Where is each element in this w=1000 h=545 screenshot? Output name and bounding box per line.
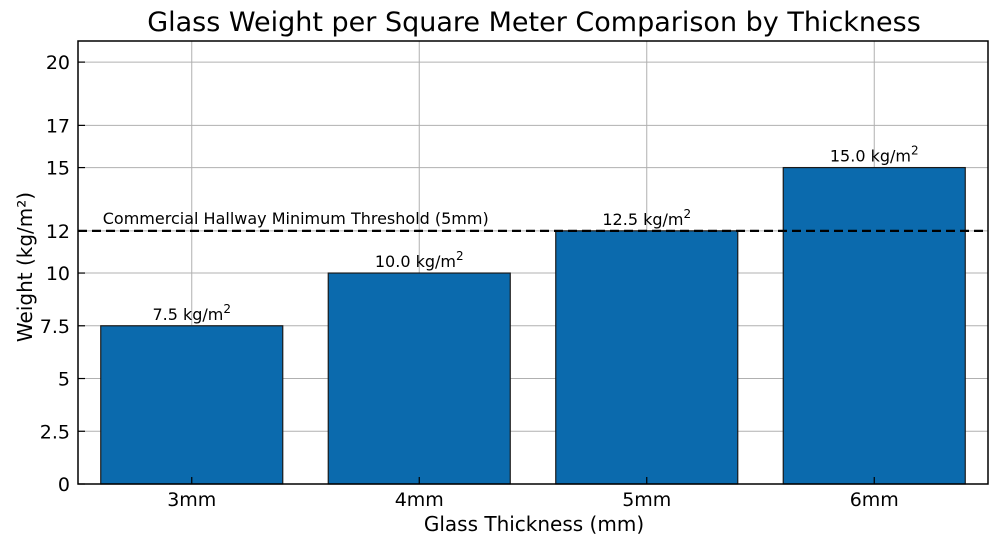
y-tick-label: 15 (46, 158, 70, 180)
x-axis-ticks: 3mm 4mm 5mm 6mm (167, 477, 899, 511)
x-axis-label: Glass Thickness (mm) (424, 512, 644, 536)
x-tick-label: 5mm (622, 489, 671, 511)
bars (100, 166, 966, 485)
data-label: 10.0 kg/m2 (375, 249, 464, 271)
y-axis-ticks: 0 2.5 5 7.5 10 12 15 17 20 (40, 52, 85, 496)
y-axis-label: Weight (kg/m²) (13, 192, 37, 342)
y-tick-label: 7.5 (40, 316, 70, 338)
data-labels: 7.5 kg/m2 10.0 kg/m2 12.5 kg/m2 15.0 kg/m2 (152, 144, 918, 324)
x-tick-label: 6mm (850, 489, 899, 511)
y-tick-label: 5 (58, 369, 70, 391)
bar-6mm (782, 166, 966, 485)
bar-3mm (100, 325, 284, 485)
data-label: 15.0 kg/m2 (830, 144, 919, 166)
y-tick-label: 2.5 (40, 421, 70, 443)
y-tick-label: 20 (46, 52, 70, 74)
chart-title: Glass Weight per Square Meter Comparison… (147, 7, 921, 38)
y-tick-label: 10 (46, 263, 70, 285)
reference-line-group: Commercial Hallway Minimum Threshold (5m… (78, 209, 988, 232)
bar-5mm (555, 230, 739, 485)
y-tick-label: 17 (46, 115, 70, 137)
plot-frame (77, 40, 989, 485)
data-label: 7.5 kg/m2 (152, 302, 231, 324)
x-tick-label: 3mm (167, 489, 216, 511)
data-label: 12.5 kg/m2 (602, 207, 691, 229)
reference-line-label: Commercial Hallway Minimum Threshold (5m… (103, 209, 489, 228)
bar-4mm (327, 272, 511, 485)
x-tick-label: 4mm (395, 489, 444, 511)
y-tick-label: 12 (46, 221, 70, 243)
y-tick-label: 0 (58, 474, 70, 496)
